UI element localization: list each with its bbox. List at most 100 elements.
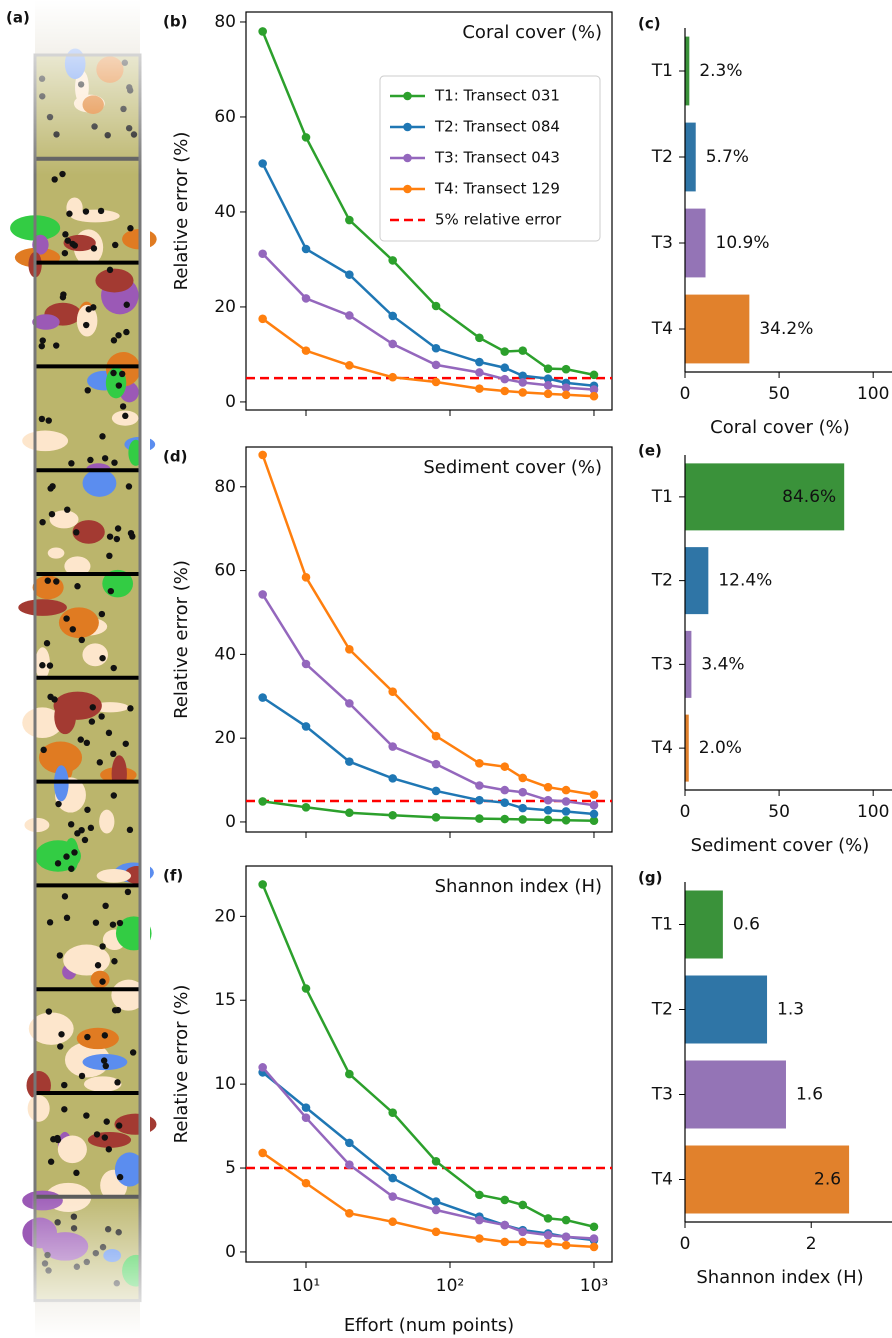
sample-point <box>110 337 118 344</box>
y-tick-label: 20 <box>214 728 236 748</box>
fade-top <box>32 0 143 175</box>
sample-point <box>119 370 126 378</box>
tile-patch <box>63 234 96 252</box>
tile-patch <box>24 817 50 833</box>
sample-point <box>51 176 58 183</box>
sample-point <box>107 587 115 595</box>
sample-point <box>73 529 80 536</box>
series-point <box>301 133 311 142</box>
series-point <box>301 1113 311 1122</box>
strip-tile <box>10 158 157 268</box>
sample-point <box>119 403 127 410</box>
bar <box>685 294 750 364</box>
x-axis-label: Effort (num points) <box>344 1315 514 1336</box>
sample-point <box>111 1007 119 1014</box>
series-point <box>431 1205 441 1215</box>
sample-point <box>67 821 75 828</box>
y-tick-label: 80 <box>214 12 236 32</box>
sample-point <box>113 535 121 543</box>
sample-point <box>46 662 54 669</box>
series-line <box>261 696 595 816</box>
y-axis-label: Relative error (%) <box>171 985 192 1144</box>
y-tick-label: T1 <box>651 61 673 81</box>
sample-point <box>101 1134 108 1141</box>
series-point <box>589 385 599 394</box>
series-point <box>258 797 267 806</box>
series-point <box>500 798 510 807</box>
strip-tile <box>28 251 140 367</box>
value-label: 10.9% <box>716 233 770 253</box>
series-point <box>431 301 441 311</box>
sample-point <box>116 919 124 927</box>
value-label: 2.6 <box>814 1170 841 1190</box>
sample-point <box>78 636 85 644</box>
sample-point <box>94 962 102 969</box>
x-tick-label: 10² <box>436 1276 464 1296</box>
sample-point <box>125 483 133 490</box>
sample-point <box>122 740 129 747</box>
value-label: 1.3 <box>777 1000 804 1020</box>
sample-point <box>115 332 122 339</box>
bar <box>685 463 845 531</box>
tile-patch <box>95 268 134 293</box>
plot-frame <box>245 446 613 833</box>
sample-point <box>105 729 113 737</box>
series-line <box>261 883 595 1228</box>
series-point <box>301 1103 311 1112</box>
y-tick-label: T2 <box>651 571 673 591</box>
series-point <box>475 384 484 393</box>
series-point <box>388 810 397 820</box>
series-point <box>589 790 599 800</box>
sample-point <box>39 662 46 669</box>
sample-point <box>74 583 81 590</box>
sample-point <box>103 1118 110 1125</box>
sample-point <box>122 412 129 420</box>
sample-point <box>43 640 51 647</box>
series-point <box>388 774 397 783</box>
y-tick-label: T4 <box>651 738 673 758</box>
sample-point <box>115 1122 123 1129</box>
y-tick-label: T3 <box>651 233 673 253</box>
legend-marker <box>403 91 412 101</box>
y-tick-label: T4 <box>651 1170 673 1190</box>
sample-point <box>127 705 134 712</box>
sample-point <box>90 245 98 252</box>
bar <box>685 714 689 782</box>
sample-point <box>69 240 76 248</box>
sample-point <box>39 337 46 344</box>
sample-point <box>49 483 56 490</box>
sample-point <box>38 342 45 350</box>
legend-label: T2: Transect 084 <box>434 118 560 136</box>
series-point <box>518 378 528 387</box>
y-tick-label: T1 <box>651 915 673 935</box>
y-tick-label: 0 <box>225 392 236 412</box>
chart-title: Coral cover (%) <box>462 22 602 43</box>
tile-patch <box>90 970 110 988</box>
series-point <box>543 374 553 383</box>
sample-point <box>53 342 60 349</box>
sample-point <box>82 208 90 215</box>
legend: T1: Transect 031 T2: Transect 084 T3: Tran… <box>379 75 601 242</box>
tile-patch <box>83 1076 122 1092</box>
tile-patch <box>72 520 105 544</box>
series-point <box>258 159 267 168</box>
series-point <box>589 816 599 825</box>
series-point <box>431 759 441 769</box>
sample-point <box>102 902 109 910</box>
series-point <box>589 800 599 810</box>
sample-point <box>54 860 62 867</box>
sample-point <box>64 506 71 513</box>
tile-patch <box>35 840 81 872</box>
bar <box>685 1145 850 1214</box>
series-point <box>500 363 510 373</box>
strip-tile <box>35 469 140 577</box>
series-point <box>258 27 267 36</box>
legend-frame <box>379 75 601 242</box>
x-tick-label: 50 <box>768 802 790 822</box>
sample-point <box>97 207 105 215</box>
series-point <box>543 795 553 805</box>
series-point <box>475 1234 484 1243</box>
series-point <box>431 343 441 353</box>
series-point <box>258 314 267 324</box>
